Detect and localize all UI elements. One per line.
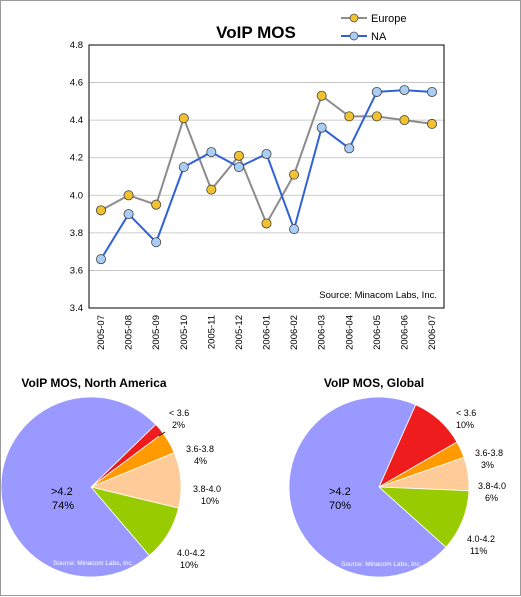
- y-tick-label: 3.4: [70, 303, 83, 314]
- y-tick-label: 3.6: [70, 265, 83, 276]
- pie-global-label-38-40: 3.8-4.0: [478, 481, 506, 491]
- pie-chart-na: VoIP MOS, North America < 3.6 2% 3.6-3.8…: [1, 376, 221, 578]
- y-tick-label: 4.6: [70, 78, 83, 89]
- pie-global-label-40-42: 4.0-4.2: [467, 534, 495, 544]
- data-point-europe: [289, 169, 300, 180]
- series-line-na: [100, 89, 433, 260]
- pie-global-pct-lt36: 10%: [456, 420, 474, 430]
- pie-global-slices: [288, 396, 470, 578]
- x-tick-label: 2005-11: [206, 315, 217, 349]
- y-tick-label: 4.8: [70, 40, 83, 51]
- pie-global-pct-38-40: 6%: [485, 493, 498, 503]
- data-point-na: [289, 224, 300, 235]
- x-tick-label: 2006-03: [317, 315, 328, 350]
- data-point-europe: [233, 150, 244, 161]
- y-tick-label: 4.4: [70, 115, 83, 126]
- x-tick-label: 2006-04: [344, 315, 355, 350]
- line-chart: VoIP MOS 3.4 3.6 3.8 4.0 4.2 4.4 4.6 4.8 2005-0…: [70, 13, 445, 350]
- pie-na-slices: [1, 396, 182, 578]
- data-point-na: [233, 162, 244, 173]
- data-point-europe: [316, 90, 327, 101]
- pie-na-label-38-40: 3.8-4.0: [193, 484, 221, 494]
- data-point-na: [316, 122, 327, 133]
- data-point-na: [426, 86, 437, 97]
- line-chart-plot-frame: [88, 44, 445, 309]
- data-point-europe: [96, 205, 107, 216]
- pie-na-label-lt36: < 3.6: [169, 408, 189, 418]
- data-point-europe: [426, 118, 437, 129]
- line-chart-y-ticks: 3.4 3.6 3.8 4.0 4.2 4.4 4.6 4.8: [70, 40, 83, 314]
- line-chart-source: Source: Minacom Labs, Inc.: [319, 290, 437, 301]
- pie-global-pct-gt42: 70%: [329, 500, 351, 512]
- pie-slice: [288, 396, 447, 578]
- x-tick-label: 2005-08: [124, 315, 135, 350]
- legend-na-label: NA: [371, 31, 387, 43]
- line-chart-grid: [89, 44, 444, 309]
- pie-na-pct-36-38: 4%: [194, 456, 207, 466]
- data-point-europe: [178, 113, 189, 124]
- pie-global-source: Source: Minacom Labs, Inc.: [341, 561, 422, 568]
- x-tick-label: 2005-12: [234, 315, 245, 350]
- line-chart-series: [96, 85, 437, 265]
- pie-na-pct-38-40: 10%: [201, 496, 219, 506]
- pie-global-pct-40-42: 11%: [470, 546, 487, 556]
- x-tick-label: 2006-01: [262, 315, 273, 350]
- pie-global-label-gt42: >4.2: [329, 486, 351, 498]
- legend-europe-marker: [349, 13, 359, 23]
- data-point-na: [123, 209, 134, 220]
- data-point-europe: [206, 184, 217, 195]
- data-point-na: [206, 147, 217, 158]
- data-point-na: [399, 85, 410, 96]
- x-tick-label: 2006-05: [372, 315, 383, 350]
- legend-europe-label: Europe: [371, 13, 406, 25]
- pie-na-source: Source: Minacom Labs, Inc.: [53, 560, 134, 567]
- line-chart-title: VoIP MOS: [216, 23, 296, 42]
- x-tick-label: 2005-07: [96, 315, 107, 350]
- pie-na-pct-gt42: 74%: [52, 500, 74, 512]
- data-point-na: [261, 148, 272, 159]
- pie-na-pct-lt36: 2%: [172, 420, 185, 430]
- y-tick-label: 3.8: [70, 228, 83, 239]
- y-tick-label: 4.0: [70, 190, 83, 201]
- pie-chart-global: VoIP MOS, Global < 3.6 10% 3.6-3.8 3% 3.…: [288, 376, 506, 578]
- line-chart-x-ticks: 2005-07 2005-08 2005-09 2005-10 2005-11 2005-…: [96, 315, 438, 350]
- pie-slice: [1, 396, 157, 578]
- data-point-na: [151, 237, 162, 248]
- data-point-europe: [123, 190, 134, 201]
- data-point-na: [344, 143, 355, 154]
- pie-na-label-36-38: 3.6-3.8: [186, 444, 214, 454]
- x-tick-label: 2006-02: [289, 315, 300, 350]
- data-point-na: [96, 254, 107, 265]
- data-point-europe: [344, 111, 355, 122]
- pie-na-title: VoIP MOS, North America: [21, 376, 166, 390]
- line-chart-legend: Europe NA: [341, 13, 406, 43]
- x-tick-label: 2005-09: [151, 315, 162, 350]
- pie-na-label-gt42: >4.2: [51, 486, 73, 498]
- pie-na-label-40-42: 4.0-4.2: [177, 548, 205, 558]
- pie-global-label-lt36: < 3.6: [456, 408, 476, 418]
- pie-global-pct-36-38: 3%: [481, 460, 494, 470]
- x-tick-label: 2005-10: [179, 315, 190, 350]
- data-point-europe: [261, 218, 272, 229]
- y-tick-label: 4.2: [70, 153, 83, 164]
- pie-global-title: VoIP MOS, Global: [324, 376, 424, 390]
- data-point-europe: [371, 111, 382, 122]
- data-point-europe: [399, 115, 410, 126]
- x-tick-label: 2006-06: [399, 315, 410, 350]
- pie-global-label-36-38: 3.6-3.8: [475, 448, 503, 458]
- data-point-na: [371, 86, 382, 97]
- series-line-europe: [100, 94, 433, 226]
- x-tick-label: 2006-07: [427, 315, 438, 350]
- legend-na-marker: [349, 31, 359, 41]
- pie-na-pct-40-42: 10%: [180, 560, 198, 570]
- pie-na-leader: [158, 431, 166, 437]
- data-point-europe: [151, 199, 162, 210]
- data-point-na: [178, 162, 189, 173]
